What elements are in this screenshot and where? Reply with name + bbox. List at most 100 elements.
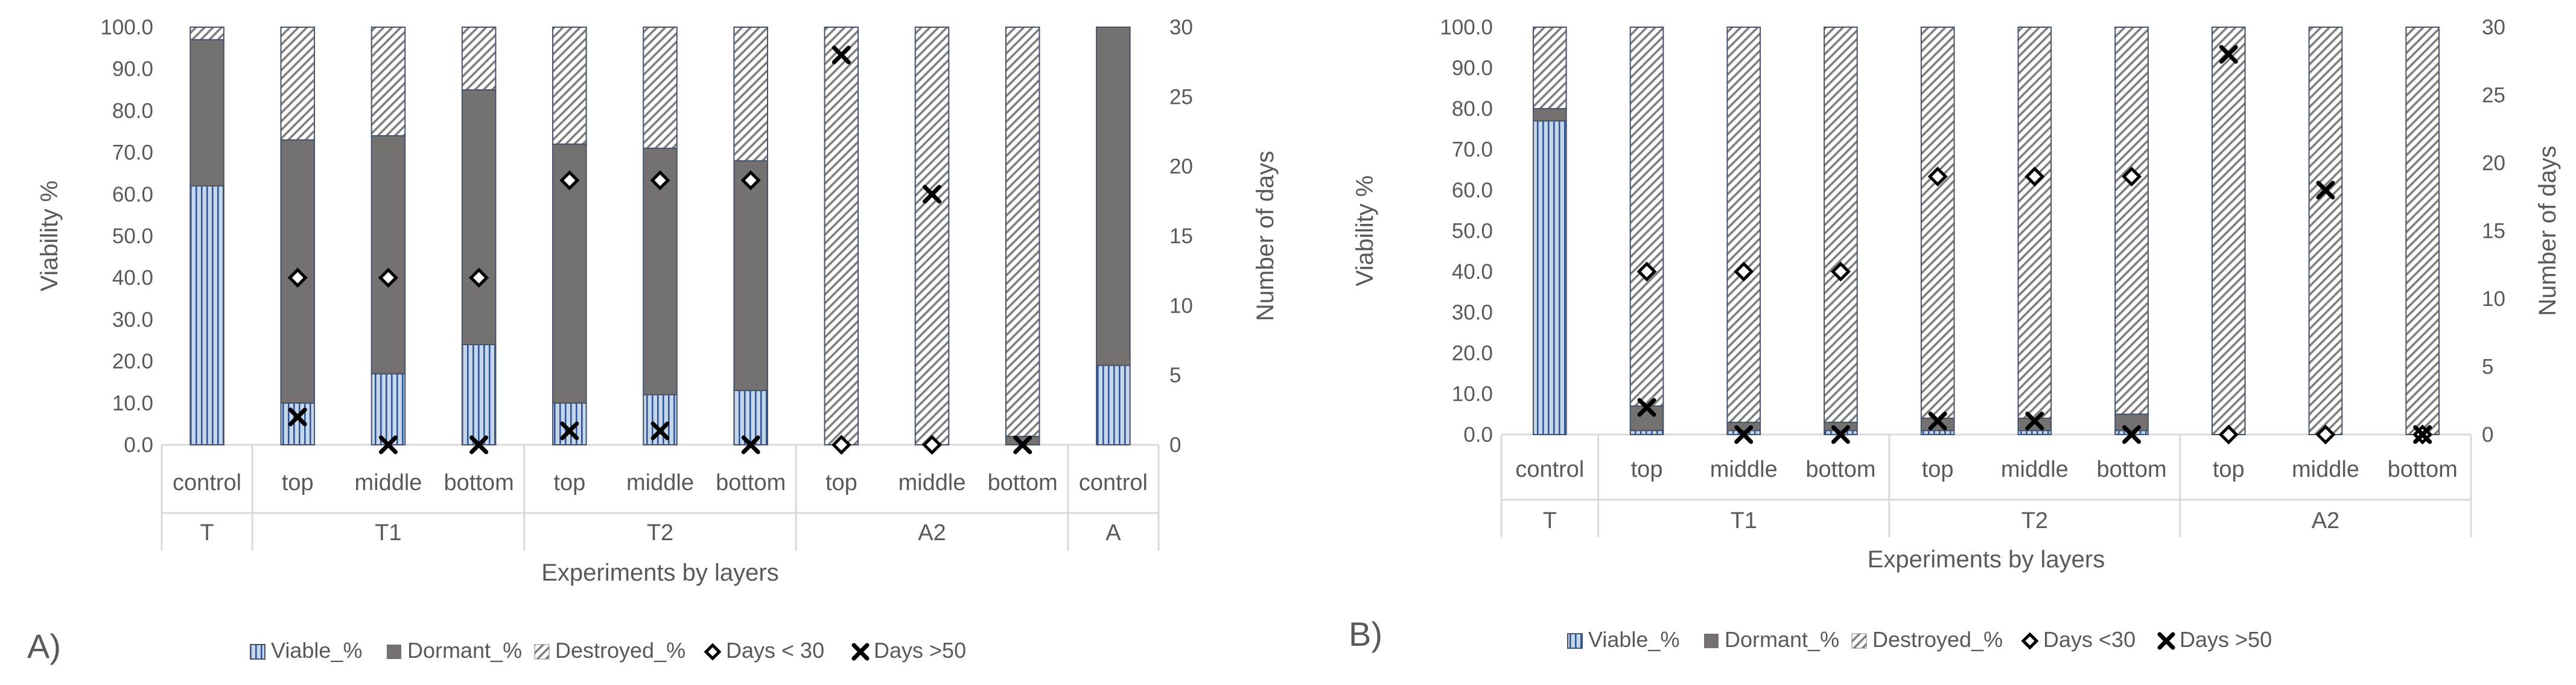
a-panel-label: A) [27, 627, 61, 665]
b-y2tick-label: 30 [2482, 16, 2505, 39]
b-panel-label: B) [1349, 615, 1382, 653]
a-marker-days-gt50 [560, 421, 579, 441]
b-marker-days-lt30 [1927, 166, 1948, 187]
a-ytick-label: 30.0 [112, 308, 153, 331]
b-marker-days-gt50 [1831, 425, 1850, 444]
b-marker-days-gt50 [2219, 45, 2238, 64]
a-category-label: bottom [988, 470, 1058, 495]
a-y2tick-label: 30 [1169, 16, 1193, 39]
b-group-label: A2 [2312, 508, 2339, 534]
a-marker-days-lt30 [740, 170, 761, 191]
a-y2tick-label: 10 [1169, 294, 1193, 317]
a-category-label: bottom [444, 470, 514, 495]
a-ytick-label: 40.0 [112, 266, 153, 290]
b-y2tick-label: 5 [2482, 355, 2493, 379]
b-legend-swatch-viable [1567, 633, 1583, 649]
b-marker-days-gt50 [2025, 412, 2044, 430]
a-ytick-label: 20.0 [112, 350, 153, 374]
a-bar-destroyed [552, 27, 587, 145]
b-bar-destroyed [1726, 27, 1761, 423]
a-bar-dormant [461, 89, 497, 345]
b-ytick-label: 80.0 [1452, 97, 1493, 121]
a-group-label: T1 [375, 520, 401, 546]
b-ytick-label: 40.0 [1452, 260, 1493, 284]
b-bar-destroyed [1533, 27, 1567, 109]
a-bar-destroyed [280, 27, 316, 141]
a-x-axis-title: Experiments by layers [541, 559, 778, 586]
a-y2tick-label: 5 [1169, 364, 1181, 387]
a-category-label: top [825, 470, 857, 495]
a-bar-destroyed [189, 27, 224, 40]
b-marker-days-gt50 [1734, 425, 1754, 444]
a-legend-swatch-days-lt30 [704, 643, 722, 661]
b-legend-swatch-destroyed [1851, 633, 1867, 649]
b-ytick-label: 100.0 [1440, 16, 1493, 39]
a-group-label: T [200, 520, 214, 546]
a-marker-days-lt30 [922, 435, 943, 455]
b-legend: Viable_% Dormant_% Destroyed_% Days <30 Days… [1567, 627, 2272, 652]
b-ytick-label: 60.0 [1452, 179, 1493, 202]
a-group-label: A2 [918, 520, 946, 546]
a-bar-viable [552, 402, 587, 445]
a-legend-label: Dormant_% [407, 638, 522, 663]
a-bar-viable [280, 402, 316, 445]
a-legend-swatch-destroyed [534, 644, 550, 660]
a-ytick-label: 70.0 [112, 141, 153, 165]
b-marker-days-gt50 [1928, 412, 1947, 430]
a-marker-days-gt50 [832, 45, 851, 65]
a-marker-days-gt50 [650, 421, 670, 441]
b-bar-dormant [2114, 413, 2149, 432]
b-ytick-label: 10.0 [1452, 383, 1493, 406]
b-ytick-label: 0.0 [1463, 423, 1493, 447]
a-ytick-label: 100.0 [100, 16, 153, 39]
b-ytick-label: 30.0 [1452, 301, 1493, 325]
a-category-label: control [1079, 470, 1148, 495]
b-category-label: bottom [2096, 457, 2166, 482]
a-bar-viable [461, 343, 497, 445]
b-y2tick-label: 25 [2482, 84, 2505, 107]
b-y2tick-label: 10 [2482, 287, 2505, 311]
a-bar-viable [189, 185, 224, 445]
a-legend-swatch-days-gt50 [851, 643, 870, 661]
b-bar-destroyed [1920, 27, 1955, 419]
a-marker-days-lt30 [831, 435, 851, 455]
a-bar-destroyed [824, 27, 859, 445]
b-marker-days-gt50 [2413, 425, 2432, 444]
a-ytick-label: 50.0 [112, 225, 153, 248]
a-bar-dormant [370, 135, 406, 375]
b-bar-dormant [1726, 421, 1761, 432]
b-bar-dormant [1824, 421, 1858, 432]
b-category-label: bottom [1805, 457, 1875, 482]
a-bar-dormant [1096, 27, 1131, 366]
b-marker-days-lt30 [2315, 424, 2336, 445]
a-group-label: A [1105, 520, 1121, 546]
b-marker-days-lt30 [2024, 166, 2045, 187]
b-category-label: middle [1710, 457, 1778, 482]
b-marker-days-gt50 [2122, 425, 2142, 444]
a-marker-days-lt30 [378, 267, 398, 288]
b-category-label: top [1631, 457, 1663, 482]
a-ytick-label: 80.0 [112, 99, 153, 123]
a-y-axis-title: Viability % [36, 180, 63, 292]
a-y2-axis-title: Number of days [1252, 151, 1279, 321]
a-bar-dormant [189, 39, 224, 186]
b-group-label: T [1543, 508, 1557, 534]
b-bar-destroyed [2211, 27, 2246, 435]
b-category-label: control [1515, 457, 1584, 482]
a-marker-days-lt30 [287, 267, 308, 288]
b-ytick-label: 70.0 [1452, 138, 1493, 162]
a-marker-days-gt50 [378, 435, 398, 454]
b-category-label: middle [2001, 457, 2069, 482]
a-marker-days-lt30 [650, 170, 670, 191]
b-bar-destroyed [2017, 27, 2052, 419]
b-y2tick-label: 0 [2482, 423, 2493, 447]
b-legend-label: Destroyed_% [1872, 627, 2003, 652]
a-bar-destroyed [643, 27, 678, 149]
a-marker-days-gt50 [1013, 435, 1032, 454]
b-bar-viable [2017, 430, 2052, 435]
b-bar-viable [1629, 430, 1664, 435]
a-y2tick-label: 15 [1169, 225, 1193, 248]
a-group-label: T2 [647, 520, 673, 546]
a-ytick-label: 60.0 [112, 183, 153, 206]
